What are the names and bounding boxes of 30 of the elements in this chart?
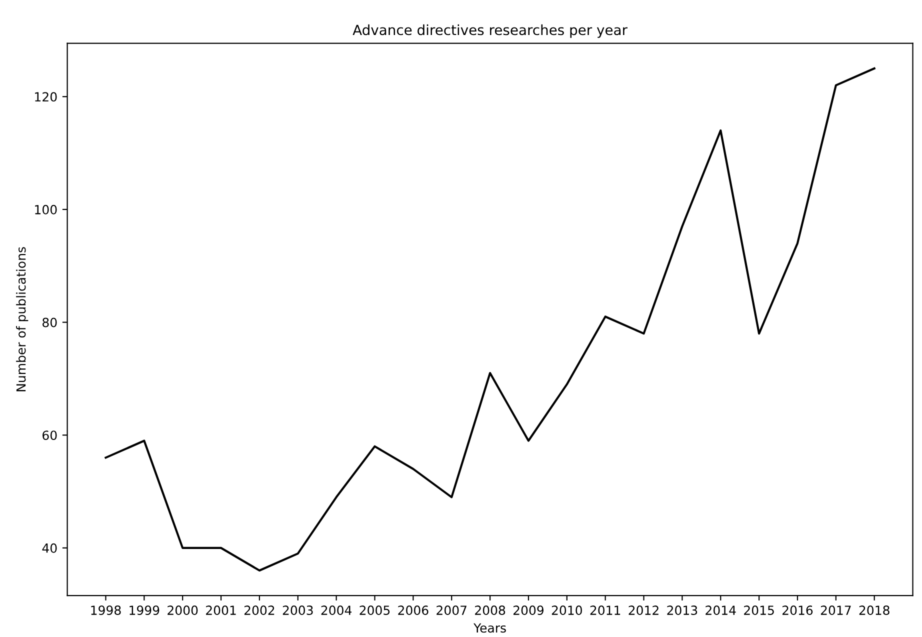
x-tick-label: 2006: [398, 606, 428, 615]
x-tick-label: 2000: [168, 606, 198, 615]
x-tick-label: 2002: [244, 606, 274, 615]
x-tick-label: 2014: [706, 606, 736, 615]
chart-title: Advance directives researches per year: [352, 24, 628, 38]
x-tick-label: 2016: [782, 606, 813, 615]
x-tick-label: 2005: [360, 606, 390, 615]
x-tick-label: 2011: [590, 606, 620, 615]
x-tick-label: 2004: [321, 606, 352, 615]
x-tick-label: 2015: [744, 606, 774, 615]
y-tick-label: 60: [42, 430, 57, 440]
x-tick-label: 1999: [130, 606, 160, 615]
y-tick-label: 100: [35, 204, 57, 214]
x-tick-label: 2012: [628, 606, 658, 615]
x-tick-label: 2013: [667, 606, 698, 615]
x-tick-label: 2008: [475, 606, 506, 615]
x-tick-label: 2017: [820, 606, 851, 615]
x-tick-label: 2009: [513, 606, 544, 615]
x-tick-label: 2001: [206, 606, 236, 615]
y-tick-label: 80: [42, 318, 57, 328]
y-tick-label: 120: [35, 92, 57, 102]
x-tick-label: 2018: [859, 606, 890, 615]
x-axis-title: Years: [474, 623, 506, 633]
y-tick-label: 40: [42, 543, 57, 553]
x-tick-label: 2010: [552, 606, 582, 615]
line-series: [104, 67, 876, 572]
x-tick-label: 2003: [282, 606, 313, 615]
x-tick-label: 1998: [91, 606, 121, 615]
x-tick-label: 2007: [436, 606, 466, 615]
y-axis-title: Number of publications: [16, 247, 28, 392]
